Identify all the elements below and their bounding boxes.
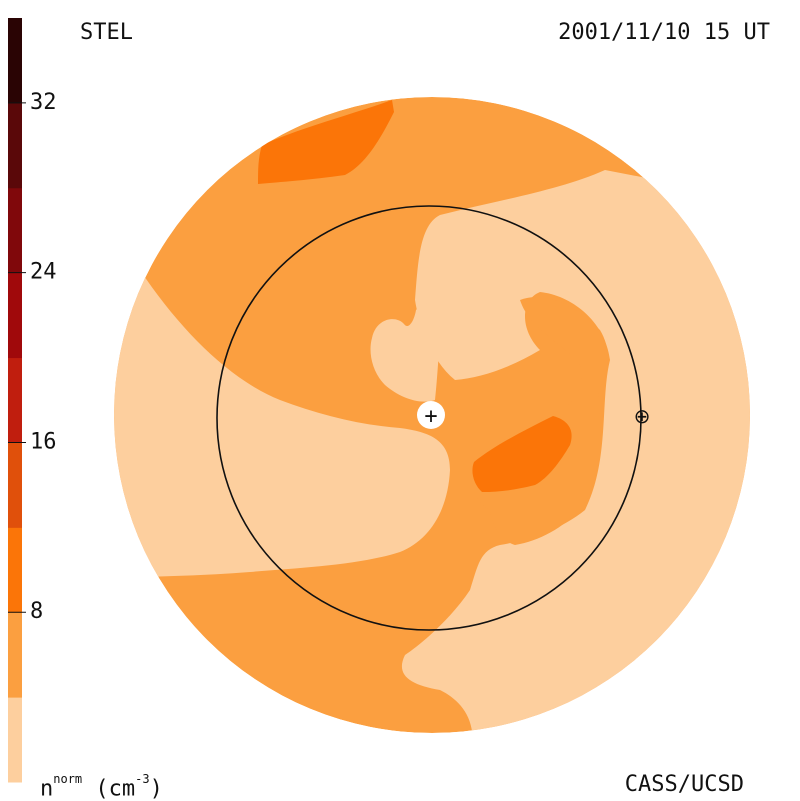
light-region-east (401, 170, 750, 733)
colorbar-tick-label-32: 32 (30, 90, 57, 115)
colorbar-band-8 (8, 18, 22, 104)
sun-marker: + (424, 404, 437, 429)
units-unit-sup: -3 (135, 772, 150, 786)
title-right: 2001/11/10 15 UT (558, 20, 770, 45)
units-sup: norm (53, 772, 83, 786)
colorbar-band-6 (8, 187, 22, 274)
colorbar-units-label: nnorm (cm-3) (40, 772, 163, 800)
colorbar-band-0 (8, 697, 22, 783)
units-main: n (40, 776, 54, 801)
colorbar (8, 18, 22, 783)
dense-patch-east (472, 416, 572, 492)
colorbar-band-1 (8, 612, 22, 698)
colorbar-tick-label-16: 16 (30, 429, 57, 454)
credit-label: CASS/UCSD (624, 772, 744, 797)
colorbar-band-2 (8, 527, 22, 613)
colorbar-band-7 (8, 102, 22, 189)
units-unit: (cm (95, 776, 136, 801)
earth-orbit-circle (216, 205, 642, 631)
earth-marker: ⊕ (634, 404, 651, 428)
colorbar-ticks: 32 24 16 8 (8, 90, 57, 624)
units-unit-close: ) (149, 776, 163, 801)
title-left: STEL (80, 20, 133, 45)
sun-disc (417, 401, 445, 429)
light-region-center (370, 302, 440, 402)
colorbar-band-3 (8, 442, 22, 528)
light-region-west (114, 270, 450, 578)
colorbar-band-4 (8, 357, 22, 443)
colorbar-tick-label-24: 24 (30, 260, 57, 285)
colorbar-tick-label-8: 8 (30, 599, 43, 624)
dense-patch-north (258, 100, 394, 184)
colorbar-band-5 (8, 272, 22, 359)
